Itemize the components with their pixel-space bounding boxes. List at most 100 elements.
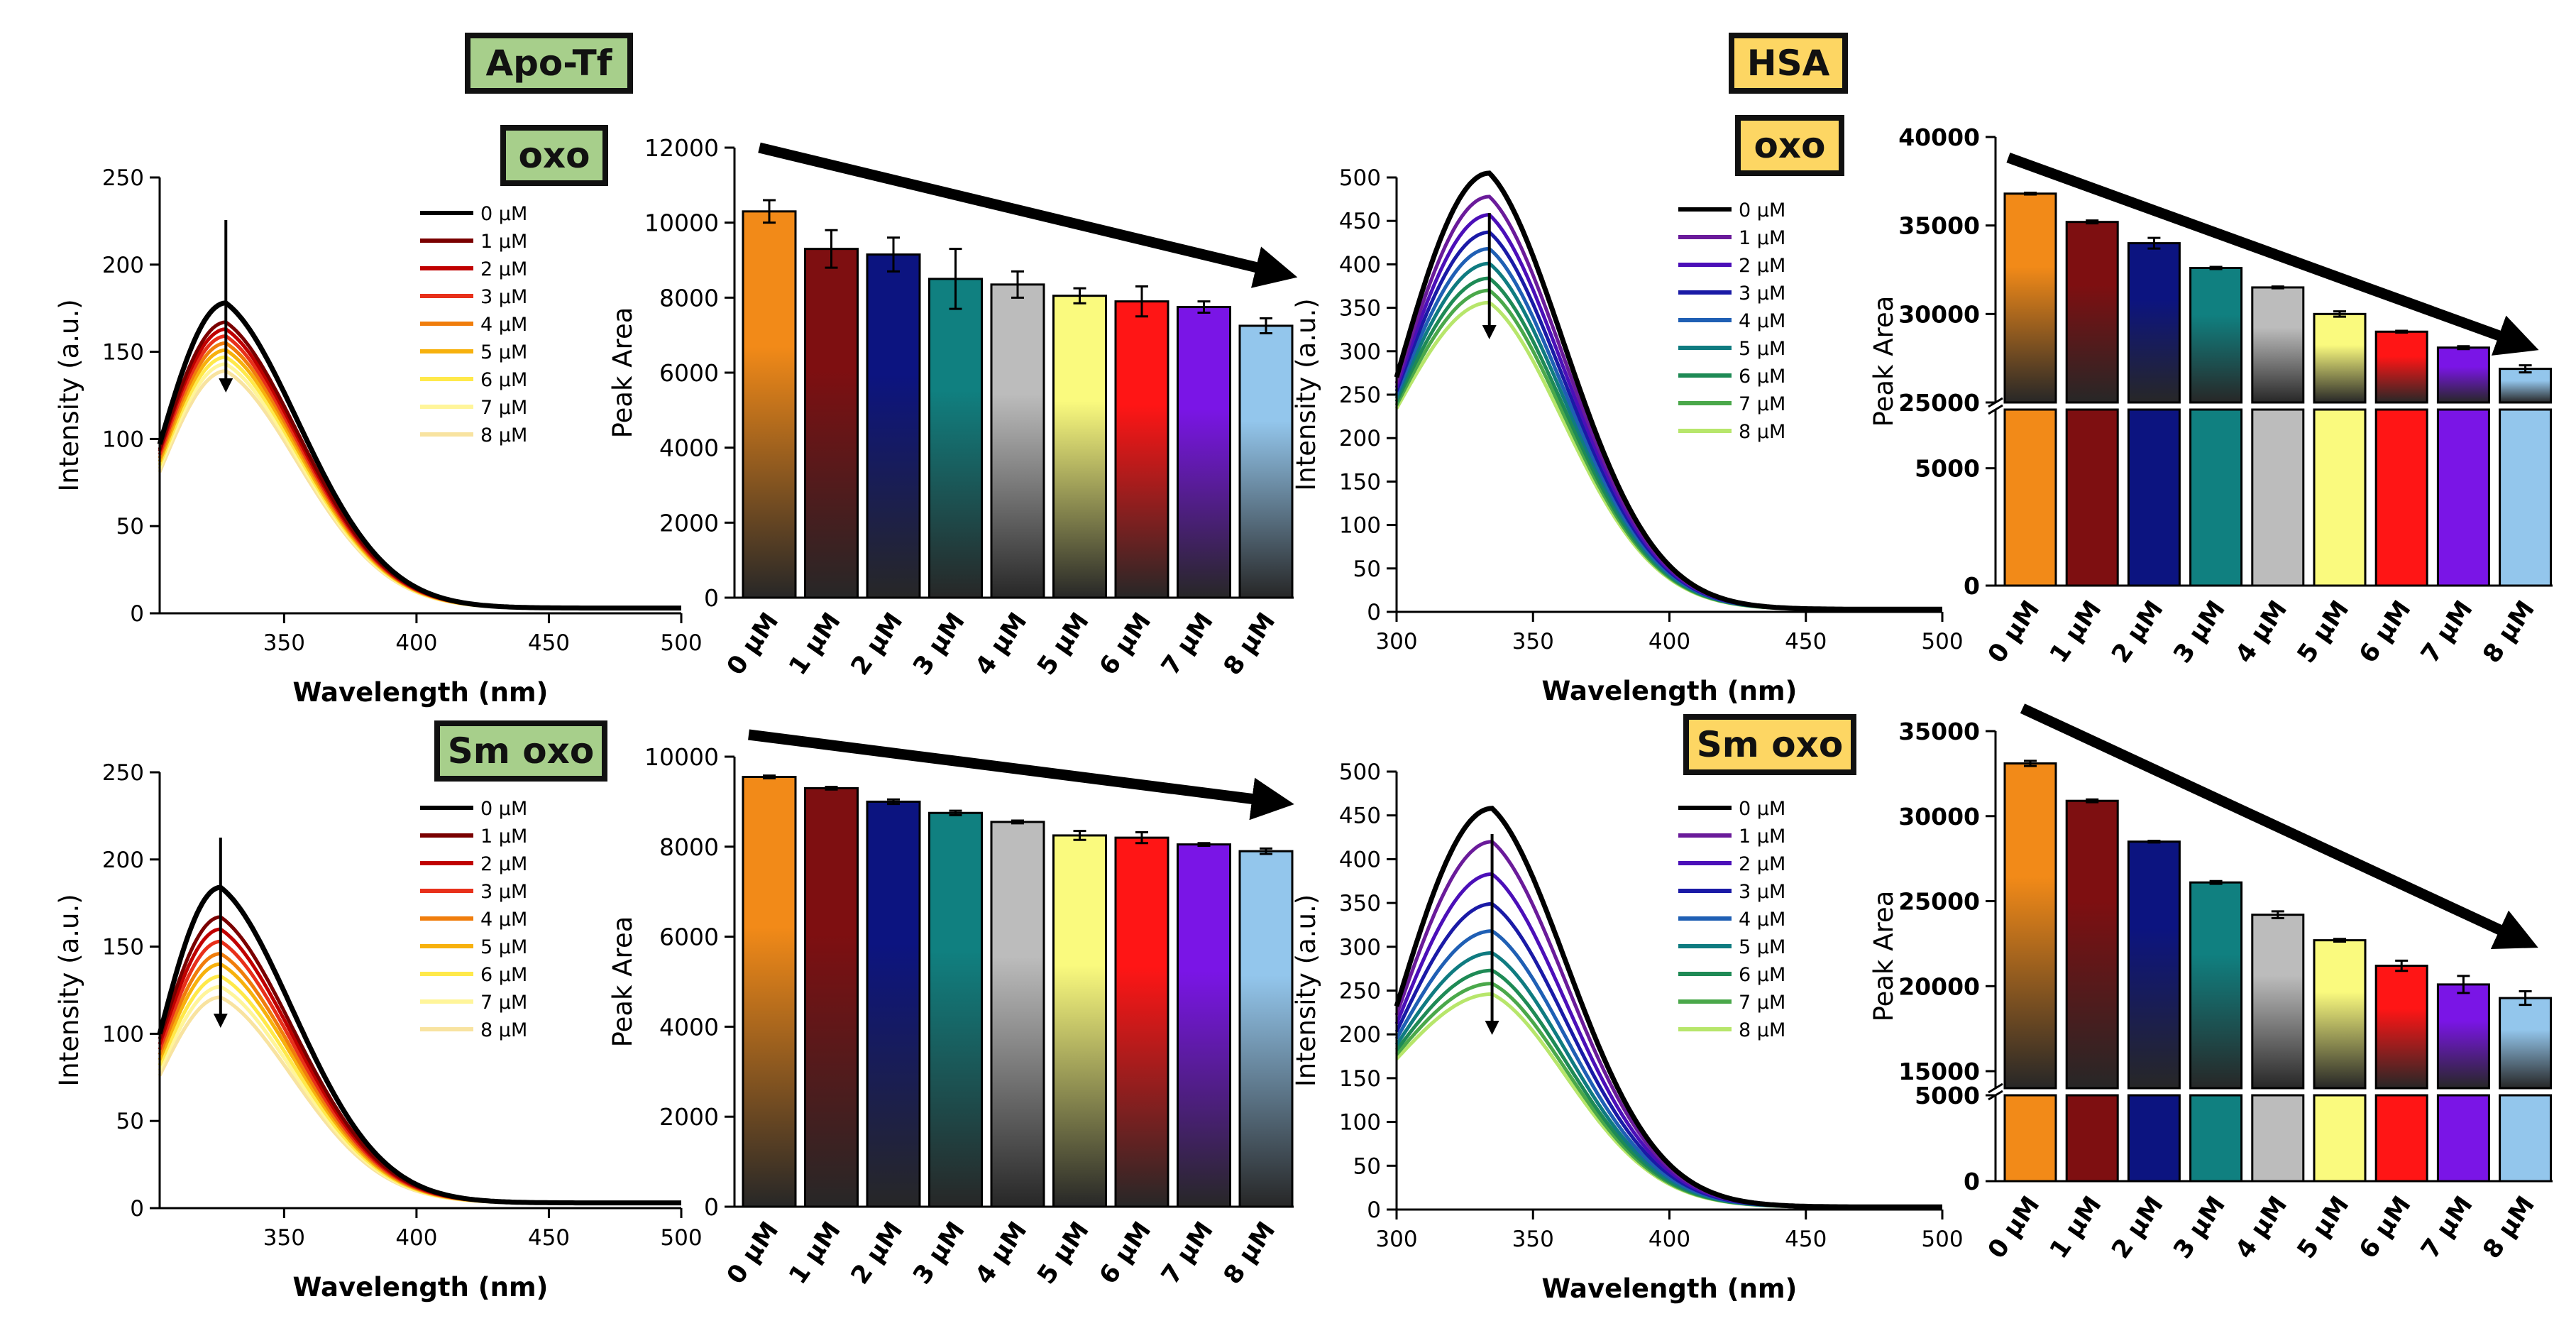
error-bar (2457, 975, 2470, 994)
legend-label: 4 μM (1739, 909, 1785, 931)
category-label: 4 μM (970, 1217, 1033, 1290)
y-tick-label: 30000 (1898, 803, 1980, 831)
category-label: 4 μM (970, 608, 1033, 681)
bar (804, 248, 859, 599)
axis-lines (1395, 772, 1942, 1211)
bar (1177, 843, 1231, 1208)
y-tick-label: 12000 (644, 134, 719, 162)
category-label: 4 μM (2230, 596, 2293, 669)
category-label: 6 μM (1094, 1217, 1157, 1290)
y-tick-label: 150 (102, 935, 144, 960)
y-tick-label: 0 (130, 601, 144, 627)
error-bar (2519, 990, 2532, 1007)
x-axis-title: Wavelength (nm) (1542, 1273, 1798, 1304)
y-axis-title: Peak Area (607, 307, 638, 439)
bar (990, 821, 1045, 1208)
y-tick-label: 500 (1339, 760, 1381, 785)
legend-label: 4 μM (1739, 310, 1785, 332)
bar-lower (2374, 1094, 2428, 1183)
legend-label: 5 μM (1739, 338, 1785, 360)
y-tick-label: 350 (1339, 891, 1381, 916)
error-bar (887, 798, 900, 806)
category-label: 8 μM (2477, 596, 2540, 669)
error-bar (2333, 938, 2346, 943)
category-label: 0 μM (1983, 1191, 2045, 1264)
y-tick-label: 100 (102, 427, 144, 452)
error-bar (2086, 798, 2099, 804)
y-axis-title: Intensity (a.u.) (54, 299, 84, 491)
x-tick-label: 450 (528, 630, 570, 656)
y-axis-title: Intensity (a.u.) (1291, 894, 1321, 1087)
legend-label: 1 μM (480, 826, 527, 848)
bar-lower (2127, 1094, 2181, 1183)
category-label: 0 μM (722, 1217, 784, 1290)
x-tick-label: 400 (1648, 629, 1690, 654)
y-tick-label: 10000 (644, 209, 719, 237)
y-tick-label: 15000 (1898, 1058, 1980, 1085)
y-tick-label: 25000 (1898, 888, 1980, 916)
error-bar (1073, 287, 1086, 305)
legend-label: 4 μM (480, 314, 527, 336)
sm-oxo-right-label: Sm oxo (1683, 714, 1856, 775)
x-tick-label: 350 (1512, 629, 1554, 654)
error-bar (825, 229, 838, 269)
legend-label: 6 μM (480, 369, 527, 391)
legend-label: 6 μM (1739, 366, 1785, 388)
trend-arrows (748, 142, 2539, 950)
bar-upper (2436, 346, 2490, 404)
bar-upper (2313, 939, 2367, 1090)
y-tick-label: 50 (1353, 557, 1381, 582)
y-tick-label: 20000 (1898, 972, 1980, 1000)
error-bar (2271, 285, 2284, 290)
error-bar (2395, 959, 2409, 972)
spectrum-line (1394, 840, 1942, 1209)
category-label: 2 μM (846, 608, 908, 681)
category-label: 0 μM (722, 608, 784, 681)
legend-label: 7 μM (480, 397, 527, 419)
bar-upper (2003, 192, 2057, 404)
y-tick-label: 5000 (1915, 1082, 1980, 1109)
legend-label: 0 μM (1739, 798, 1785, 820)
bar (1052, 295, 1107, 599)
category-label: 5 μM (2292, 1191, 2355, 1264)
spectrum-line (158, 985, 681, 1205)
error-bar (1135, 285, 1148, 318)
y-tick-label: 35000 (1898, 718, 1980, 745)
x-tick-label: 450 (528, 1225, 570, 1251)
legend-label: 2 μM (1739, 255, 1785, 277)
legend-label: 8 μM (480, 1019, 527, 1041)
legend-label: 3 μM (1739, 283, 1785, 305)
y-tick-label: 400 (1339, 252, 1381, 278)
trend-arrow (2020, 703, 2538, 950)
bar-upper (2127, 840, 2181, 1090)
spectrum-line (1394, 194, 1942, 611)
legend-label: 7 μM (480, 992, 527, 1014)
bar (1238, 324, 1294, 599)
legend-label: 1 μM (1739, 227, 1785, 249)
spectrum-line (158, 341, 681, 610)
category-label: 7 μM (2416, 596, 2478, 669)
y-tick-label: 500 (1339, 165, 1381, 191)
y-tick-label: 200 (102, 848, 144, 873)
x-tick-label: 500 (660, 630, 702, 656)
legend-label: 4 μM (480, 909, 527, 931)
legend-label: 5 μM (480, 936, 527, 958)
axis-lines (158, 177, 681, 615)
y-tick-label: 200 (102, 253, 144, 278)
error-bar (2024, 760, 2037, 767)
category-label: 8 μM (2477, 1191, 2540, 1264)
y-tick-label: 150 (1339, 1066, 1381, 1092)
error-bar (949, 809, 962, 816)
legend-label: 7 μM (1739, 393, 1785, 415)
y-tick-label: 6000 (659, 359, 719, 387)
error-bar (2457, 345, 2470, 351)
hsa-sm-oxo-spectrum-chart: 0 50 100 150 200 250 300 350 400 450 500 300 350 400 4… (1291, 760, 1964, 1304)
legend-label: 3 μM (1739, 881, 1785, 903)
legend-label: 2 μM (480, 853, 527, 875)
bar (928, 811, 983, 1208)
y-tick-label: 0 (1964, 1168, 1980, 1195)
legend-label: 6 μM (1739, 964, 1785, 986)
category-label: 1 μM (2044, 596, 2107, 669)
error-bar (825, 785, 838, 791)
spectrum-line (1394, 872, 1942, 1209)
